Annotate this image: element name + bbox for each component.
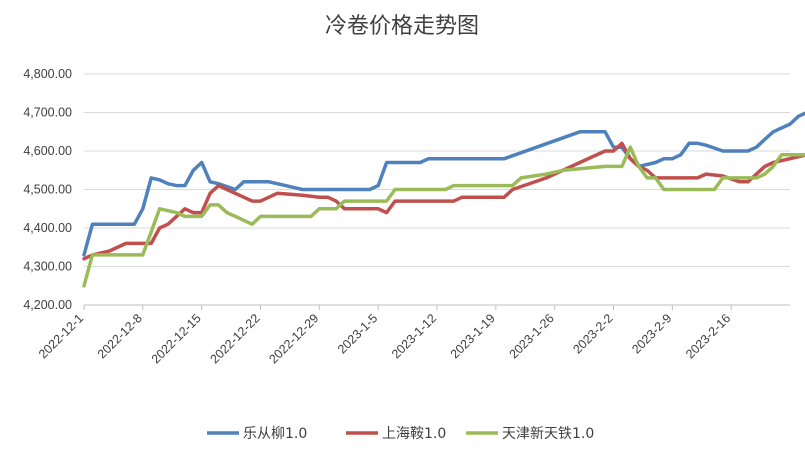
series-line-0 xyxy=(82,111,805,257)
y-tick-label: 4,500.00 xyxy=(23,183,72,197)
y-tick-label: 4,700.00 xyxy=(23,106,72,120)
chart-title: 冷卷价格走势图 xyxy=(325,14,479,39)
legend-label: 天津新天铁1.0 xyxy=(502,426,594,442)
y-tick-label: 4,300.00 xyxy=(23,260,72,274)
x-tick-label: 2022-12-22 xyxy=(208,311,263,366)
y-tick-label: 4,200.00 xyxy=(23,298,72,312)
x-tick-label: 2023-2-2 xyxy=(570,311,615,356)
x-tick-label: 2022-12-8 xyxy=(95,311,145,361)
x-tick-label: 2022-12-1 xyxy=(36,311,86,361)
legend-label: 上海鞍1.0 xyxy=(382,426,446,442)
x-tick-label: 2023-2-9 xyxy=(629,311,674,356)
series-line-2 xyxy=(82,145,805,288)
y-tick-label: 4,800.00 xyxy=(23,67,72,81)
x-tick-label: 2023-2-16 xyxy=(683,311,733,361)
x-tick-label: 2022-12-15 xyxy=(149,311,204,366)
y-tick-label: 4,600.00 xyxy=(23,144,72,158)
legend-label: 乐从柳1.0 xyxy=(243,425,307,442)
gridlines xyxy=(84,73,790,306)
x-tick-label: 2023-1-19 xyxy=(448,311,498,361)
legend: 乐从柳1.0 上海鞍1.0 天津新天铁1.0 xyxy=(207,425,594,442)
y-axis-ticks: 4,200.00 4,300.00 4,400.00 4,500.00 4,600.00… xyxy=(23,67,72,312)
series-line-1 xyxy=(82,141,805,261)
x-tick-label: 2023-1-26 xyxy=(507,311,557,361)
x-tick-label: 2023-1-12 xyxy=(389,311,439,361)
x-tick-label: 2023-1-5 xyxy=(335,311,380,356)
x-axis-ticks: 2022-12-1 2022-12-8 2022-12-15 2022-12-22 20… xyxy=(36,305,733,366)
y-tick-label: 4,400.00 xyxy=(23,221,72,235)
series-lines xyxy=(82,111,805,288)
x-tick-label: 2022-12-29 xyxy=(266,311,321,366)
